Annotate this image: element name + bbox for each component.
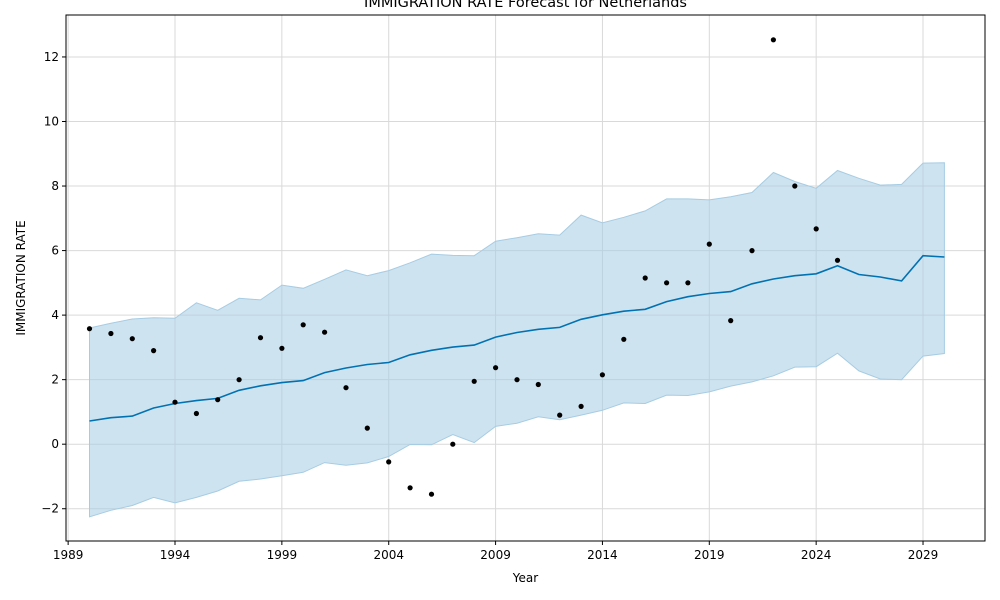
observed-point xyxy=(813,226,819,232)
observed-point xyxy=(343,385,349,391)
observed-point xyxy=(728,318,734,324)
observed-point xyxy=(300,322,306,328)
observed-point xyxy=(621,336,627,342)
observed-point xyxy=(535,381,541,388)
observed-point xyxy=(257,335,264,341)
x-tick-label: 2014 xyxy=(587,548,618,562)
y-axis-label: IMMIGRATION RATE xyxy=(14,220,28,335)
x-tick-label: 2029 xyxy=(908,548,939,562)
observed-point xyxy=(215,397,221,403)
x-tick-label: 2009 xyxy=(480,548,511,562)
observed-point xyxy=(599,372,606,378)
observed-point xyxy=(428,491,435,497)
observed-point xyxy=(193,410,199,417)
observed-point xyxy=(471,378,477,384)
chart-title: IMMIGRATION RATE Forecast for Netherland… xyxy=(364,0,687,11)
observed-point xyxy=(86,326,93,332)
observed-points xyxy=(86,37,841,497)
observed-point xyxy=(749,248,755,254)
y-tick-label: 10 xyxy=(44,114,59,128)
y-tick-label: 12 xyxy=(44,50,59,64)
observed-point xyxy=(514,377,520,383)
observed-point xyxy=(322,329,328,335)
forecast-line xyxy=(89,254,945,422)
observed-point xyxy=(279,345,285,351)
observed-point xyxy=(172,399,178,405)
x-tick-label: 1994 xyxy=(160,548,191,562)
x-axis-ticks: 1989 1994 1999 2004 2009 2014 2019 2024 2029 xyxy=(53,541,938,562)
x-axis-label: Year xyxy=(512,571,538,585)
observed-point xyxy=(364,425,370,431)
observed-point xyxy=(129,336,135,342)
observed-point xyxy=(151,348,157,354)
y-tick-label: 2 xyxy=(51,373,59,387)
observed-point xyxy=(706,241,712,247)
y-tick-label: 4 xyxy=(51,308,59,322)
observed-point xyxy=(664,280,670,286)
observed-point xyxy=(108,330,114,337)
observed-point xyxy=(792,183,798,189)
observed-point xyxy=(578,403,584,409)
y-tick-label: 6 xyxy=(51,244,59,258)
y-tick-label: 8 xyxy=(51,179,59,193)
y-axis-ticks: −2 0 2 4 6 8 10 12 xyxy=(41,50,66,516)
observed-point xyxy=(493,365,499,371)
observed-point xyxy=(407,485,413,491)
y-tick-label: −2 xyxy=(41,502,59,516)
uncertainty-interval xyxy=(89,162,945,518)
x-tick-label: 2019 xyxy=(694,548,725,562)
observed-point xyxy=(386,459,392,465)
plot-frame xyxy=(65,14,986,542)
x-tick-label: 1999 xyxy=(267,548,298,562)
observed-point xyxy=(642,275,648,281)
x-tick-label: 1989 xyxy=(53,548,84,562)
observed-point xyxy=(236,377,242,383)
observed-point xyxy=(770,37,777,43)
x-tick-label: 2004 xyxy=(373,548,404,562)
observed-point xyxy=(685,280,691,286)
observed-point xyxy=(450,441,456,447)
observed-point xyxy=(557,412,563,418)
observed-point xyxy=(834,257,841,263)
y-tick-label: 0 xyxy=(51,437,59,451)
x-tick-label: 2024 xyxy=(801,548,832,562)
